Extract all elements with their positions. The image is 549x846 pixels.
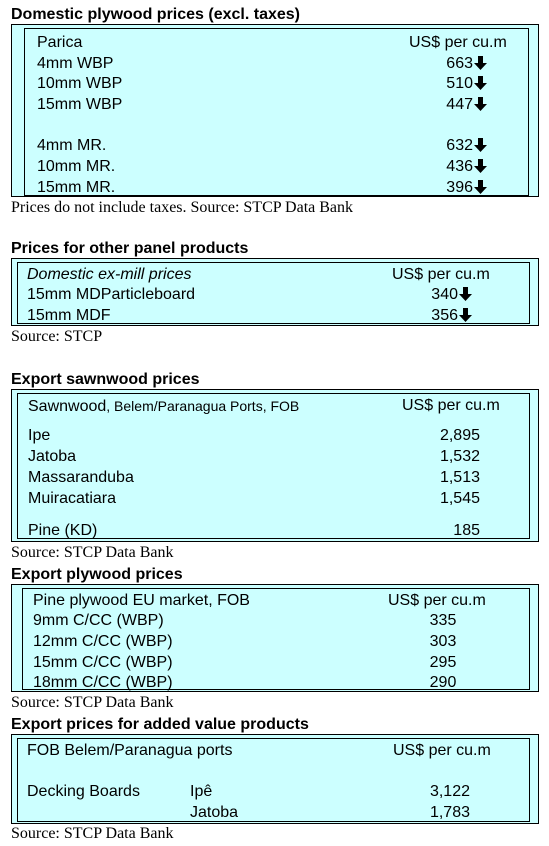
row-value: 185 xyxy=(453,522,480,539)
column-unit: US$ per cu.m xyxy=(393,742,491,759)
export-plywood-table: Pine plywood EU market, FOB US$ per cu.m… xyxy=(11,584,539,692)
row-value: 2,895 xyxy=(439,427,480,444)
row-label: Jatoba xyxy=(28,448,77,465)
other-panels-table: Domestic ex-mill prices US$ per cu.m 15m… xyxy=(11,258,539,326)
row-label: 15mm MDF xyxy=(27,307,111,324)
domestic-plywood-heading: Domestic plywood prices (excl. taxes) xyxy=(11,6,300,23)
down-arrow-icon xyxy=(474,97,487,111)
row-value: 340 xyxy=(388,286,472,304)
down-arrow-icon xyxy=(474,56,487,70)
row-value: 295 xyxy=(429,654,457,671)
row-label: 10mm MR. xyxy=(37,158,116,175)
row-value: 1,783 xyxy=(429,804,470,821)
row-value: 303 xyxy=(429,633,457,650)
down-arrow-icon xyxy=(459,308,472,322)
source-note: Source: STCP Data Bank xyxy=(11,544,174,561)
row-label: Ipê xyxy=(190,783,213,800)
column-label: FOB Belem/Paranagua ports xyxy=(27,742,233,759)
export-sawnwood-inner: Sawnwood, Belem/Paranagua Ports, FOB US$… xyxy=(17,393,530,539)
column-unit: US$ per cu.m xyxy=(409,34,507,51)
source-note: Source: STCP Data Bank xyxy=(11,825,174,842)
export-sawnwood-table: Sawnwood, Belem/Paranagua Ports, FOB US$… xyxy=(11,389,539,542)
column-label: Parica xyxy=(37,34,83,51)
row-label: 10mm WBP xyxy=(37,75,123,92)
export-plywood-heading: Export plywood prices xyxy=(11,566,183,583)
row-label: Ipe xyxy=(28,427,51,444)
down-arrow-icon xyxy=(474,76,487,90)
row-label: 12mm C/CC (WBP) xyxy=(33,633,173,650)
row-label: 9mm C/CC (WBP) xyxy=(33,612,164,629)
row-value: 335 xyxy=(429,612,457,629)
row-value: 1,532 xyxy=(439,448,480,465)
source-note: Prices do not include taxes. Source: STC… xyxy=(11,199,354,216)
domestic-plywood-inner: Parica US$ per cu.m 4mm WBP 663 10mm WBP… xyxy=(24,28,529,196)
export-plywood-inner: Pine plywood EU market, FOB US$ per cu.m… xyxy=(22,588,530,691)
row-label: Pine (KD) xyxy=(28,522,98,539)
row-value: 510 xyxy=(405,75,487,93)
row-label: 15mm MR. xyxy=(37,179,116,196)
row-label: 18mm C/CC (WBP) xyxy=(33,674,173,691)
column-label: Sawnwood, Belem/Paranagua Ports, FOB xyxy=(28,398,300,415)
row-label: Massaranduba xyxy=(28,469,134,486)
added-value-table: FOB Belem/Paranagua ports US$ per cu.m D… xyxy=(11,734,539,824)
source-note: Source: STCP Data Bank xyxy=(11,694,174,711)
row-label: 4mm MR. xyxy=(37,137,107,154)
row-label: Muiracatiara xyxy=(28,490,117,507)
added-value-heading: Export prices for added value products xyxy=(11,716,309,733)
product-label: Decking Boards xyxy=(27,783,140,800)
row-value: 663 xyxy=(405,55,487,73)
row-value: 632 xyxy=(405,137,487,155)
row-label: 15mm MDParticleboard xyxy=(27,286,196,303)
row-value: 447 xyxy=(405,96,487,114)
row-value: 356 xyxy=(388,307,472,325)
column-unit: US$ per cu.m xyxy=(392,266,490,283)
row-value: 1,545 xyxy=(439,490,480,507)
column-unit: US$ per cu.m xyxy=(402,397,500,414)
row-value: 290 xyxy=(429,674,457,691)
source-note: Source: STCP xyxy=(11,328,103,345)
row-label: 15mm C/CC (WBP) xyxy=(33,654,173,671)
column-label: Pine plywood EU market, FOB xyxy=(33,592,250,609)
down-arrow-icon xyxy=(474,159,487,173)
domestic-plywood-table: Parica US$ per cu.m 4mm WBP 663 10mm WBP… xyxy=(11,24,539,197)
row-value: 1,513 xyxy=(439,469,480,486)
row-value: 436 xyxy=(405,158,487,176)
added-value-inner: FOB Belem/Paranagua ports US$ per cu.m D… xyxy=(17,738,530,822)
row-label: Jatoba xyxy=(190,804,239,821)
other-panels-heading: Prices for other panel products xyxy=(11,240,249,257)
column-unit: US$ per cu.m xyxy=(388,592,486,609)
other-panels-inner: Domestic ex-mill prices US$ per cu.m 15m… xyxy=(17,262,530,324)
down-arrow-icon xyxy=(459,287,472,301)
column-label: Domestic ex-mill prices xyxy=(27,266,192,283)
down-arrow-icon xyxy=(474,138,487,152)
row-label: 15mm WBP xyxy=(37,96,123,113)
row-label: 4mm WBP xyxy=(37,55,114,72)
export-sawnwood-heading: Export sawnwood prices xyxy=(11,371,200,388)
down-arrow-icon xyxy=(474,180,487,194)
row-value: 396 xyxy=(405,179,487,197)
row-value: 3,122 xyxy=(429,783,470,800)
